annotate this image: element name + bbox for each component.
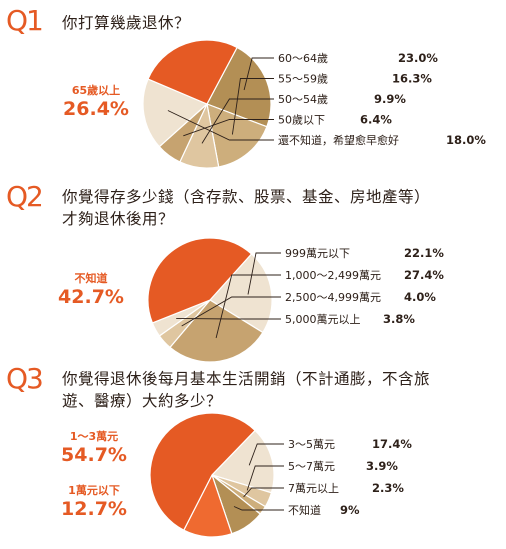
q3-callout-small-value: 12.7% [61, 498, 127, 520]
pie1-leader-5 [167, 110, 274, 141]
pie3-value-4: 9% [340, 503, 360, 517]
pie3-leader-3 [243, 487, 284, 498]
pie3-value-1: 17.4% [372, 437, 412, 451]
pie1-label-5: 還不知道，希望愈早愈好 [278, 133, 399, 147]
q3-callout-small: 1萬元以下 12.7% [58, 484, 130, 520]
pie3-label-3: 7萬元以上 [288, 482, 339, 495]
pie1-label-2: 55〜59歲 [278, 72, 328, 86]
q2-question-line-1: 你覺得存多少錢（含存款、股票、基金、房地產等） [62, 188, 431, 206]
pie2-label-4: 5,000萬元以上 [285, 313, 361, 326]
pie2-leader-4 [176, 317, 281, 320]
q2-callout-label: 不知道 [74, 272, 108, 285]
q3-callout-main-value: 54.7% [61, 444, 127, 466]
pie3-label-4: 不知道 [288, 503, 321, 517]
q2-mark: Q2 [6, 180, 44, 213]
pie2-value-4: 3.8% [383, 312, 415, 326]
q1-question: 你打算幾歲退休？ [62, 12, 190, 34]
pie1-label-3: 50〜54歲 [278, 92, 328, 106]
pie3-value-3: 2.3% [372, 481, 404, 495]
q3-mark: Q3 [6, 362, 44, 395]
q2-question: 你覺得存多少錢（含存款、股票、基金、房地產等） 才夠退休後用？ [62, 186, 430, 230]
pie1-value-5: 18.0% [446, 133, 486, 147]
pie1-slice-6 [147, 39, 238, 105]
pie2-leader-3 [181, 296, 281, 327]
pie3-slice-1 [210, 429, 275, 494]
pie1-value-3: 9.9% [374, 92, 406, 106]
q3-callout-small-label: 1萬元以下 [68, 484, 120, 497]
pie2-value-1: 22.1% [404, 246, 444, 260]
q2-callout-value: 42.7% [58, 286, 124, 308]
pie2-slice-1 [209, 253, 273, 334]
q3-callout-main: 1〜3萬元 54.7% [58, 430, 130, 466]
q1-callout-label: 65歲以上 [71, 84, 121, 97]
pie1-slice-2 [206, 103, 268, 168]
q3-question: 你覺得退休後每月基本生活開銷（不計通膨，不含旅 遊、醫療）大約多少？ [62, 368, 430, 412]
pie2-value-3: 4.0% [404, 290, 436, 304]
pie2-label-3: 2,500〜4,999萬元 [285, 291, 381, 304]
pie1-leader-2 [231, 78, 274, 135]
q3-question-line-1: 你覺得退休後每月基本生活開銷（不計通膨，不含旅 [62, 370, 431, 388]
pie1-leader-3 [201, 98, 274, 144]
pie2-leader-1 [247, 252, 281, 295]
pie3-label-1: 3〜5萬元 [288, 438, 335, 451]
pie2-slice-5 [147, 237, 253, 324]
pie3-leader-2 [246, 465, 284, 491]
pie3-slice-6 [149, 412, 256, 532]
pie3-leader-1 [248, 443, 284, 466]
pie2-label-1: 999萬元以下 [285, 247, 350, 260]
pie1-leader-4 [183, 119, 274, 137]
q1-question-line: 你打算幾歲退休？ [62, 14, 191, 32]
pie1-leader-1 [243, 57, 274, 91]
q2-callout: 不知道 42.7% [58, 272, 124, 308]
q3-callout-main-label: 1〜3萬元 [69, 430, 119, 443]
pie1-value-4: 6.4% [360, 113, 392, 127]
pie1-value-1: 23.0% [398, 51, 438, 65]
q1-mark: Q1 [6, 4, 44, 37]
q3-question-line-2: 遊、醫療）大約多少？ [62, 392, 223, 410]
q1-callout-value: 26.4% [63, 98, 129, 120]
pie2-leader-2 [215, 274, 281, 339]
pie2-value-2: 27.4% [404, 268, 444, 282]
pie1-label-4: 50歲以下 [278, 113, 325, 127]
q2-question-line-2: 才夠退休後用？ [62, 210, 175, 228]
pie1-slice-5 [142, 78, 209, 148]
pie2-slice-2 [169, 299, 264, 363]
pie3-label-2: 5〜7萬元 [288, 460, 335, 473]
q1-callout: 65歲以上 26.4% [60, 84, 132, 120]
pie3-value-2: 3.9% [366, 459, 398, 473]
pie2-label-2: 1,000〜2,499萬元 [285, 269, 381, 282]
pie3-leader-4 [233, 506, 284, 511]
pie1-label-1: 60〜64歲 [278, 51, 328, 65]
pie1-value-2: 16.3% [392, 72, 432, 86]
